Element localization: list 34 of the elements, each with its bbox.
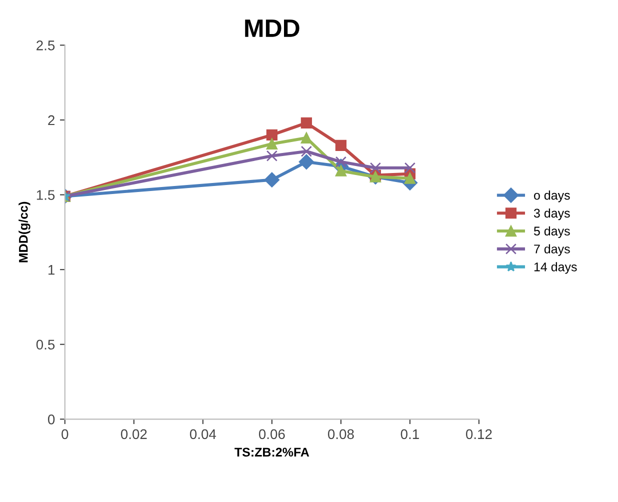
point [335, 165, 346, 176]
x-tick-label: 0.02 [120, 429, 147, 440]
y-tick-label: 2 [48, 115, 54, 126]
y-tick-label: 2.5 [36, 40, 55, 50]
point [266, 129, 278, 140]
legend-label: 14 days [534, 262, 577, 274]
point [404, 162, 416, 174]
y-tick-label: 0 [48, 414, 55, 424]
x-tick-label: 0.12 [466, 429, 492, 440]
y-tick-label: 1.5 [36, 190, 55, 200]
y-tick-label: 1 [48, 265, 54, 275]
legend-label: 5 days [534, 226, 570, 238]
point [300, 132, 312, 144]
x-tick-label: 0.08 [328, 429, 354, 440]
point [264, 172, 280, 188]
point [298, 154, 314, 170]
legend-label: o days [534, 190, 570, 202]
point [266, 138, 278, 150]
legend-label: 3 days [534, 208, 570, 220]
point [370, 162, 381, 174]
x-tick-label: 0 [62, 429, 68, 440]
point [266, 150, 278, 162]
x-axis-title: TS:ZB:2%FA [234, 448, 310, 457]
y-tick-label: 0.5 [36, 340, 55, 350]
point [300, 146, 312, 157]
x-tick-label: 0.04 [190, 429, 216, 440]
legend-label: 7 days [534, 244, 570, 256]
point [404, 172, 416, 184]
point [335, 140, 346, 151]
x-tick-label: 0.06 [258, 429, 285, 440]
y-axis-title: MDD(g/cc) [18, 202, 30, 262]
x-tick-label: 0.1 [400, 429, 419, 440]
chart-title: MDD [245, 20, 300, 37]
point [300, 117, 312, 129]
